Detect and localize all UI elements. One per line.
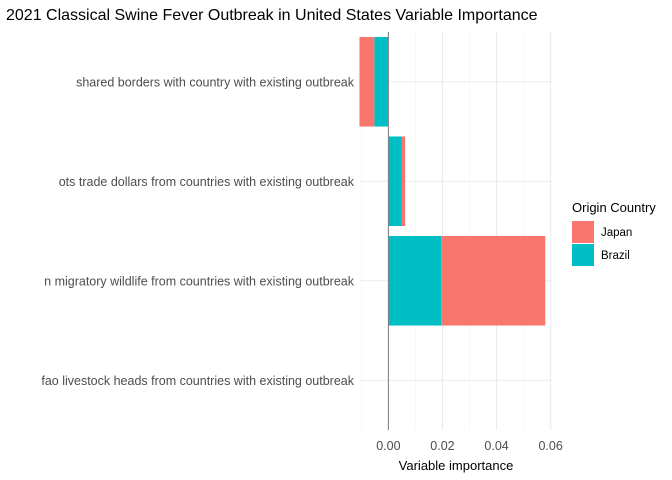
y-category-label: ots trade dollars from countries with ex… <box>59 175 355 189</box>
x-tick-label: 0.02 <box>430 439 454 453</box>
legend-label-japan: Japan <box>601 227 632 239</box>
legend-swatch-brazil <box>572 244 594 266</box>
bar-japan <box>401 136 406 227</box>
y-category-label: n migratory wildlife from countries with… <box>44 274 355 288</box>
y-axis-category-labels: shared borders with country with existin… <box>41 75 354 388</box>
x-tick-label: 0.04 <box>484 439 508 453</box>
bar-brazil <box>374 36 389 127</box>
x-tick-label: 0.00 <box>376 439 400 453</box>
legend-title: Origin Country <box>572 200 656 215</box>
chart-title: 2021 Classical Swine Fever Outbreak in U… <box>6 7 538 24</box>
bar-brazil <box>388 235 442 326</box>
y-category-label: shared borders with country with existin… <box>76 75 355 89</box>
legend-label-brazil: Brazil <box>601 250 630 262</box>
x-tick-label: 0.06 <box>538 439 562 453</box>
bar-japan <box>441 235 546 326</box>
legend: Origin Country Japan Brazil <box>572 200 656 266</box>
bar-brazil <box>388 136 402 227</box>
x-axis-tick-labels: 0.00 0.02 0.04 0.06 <box>376 439 563 453</box>
y-category-label: fao livestock heads from countries with … <box>41 374 354 388</box>
legend-swatch-japan <box>572 221 594 243</box>
bars <box>359 36 546 326</box>
x-axis-title: Variable importance <box>399 458 514 473</box>
bar-japan <box>359 36 375 127</box>
